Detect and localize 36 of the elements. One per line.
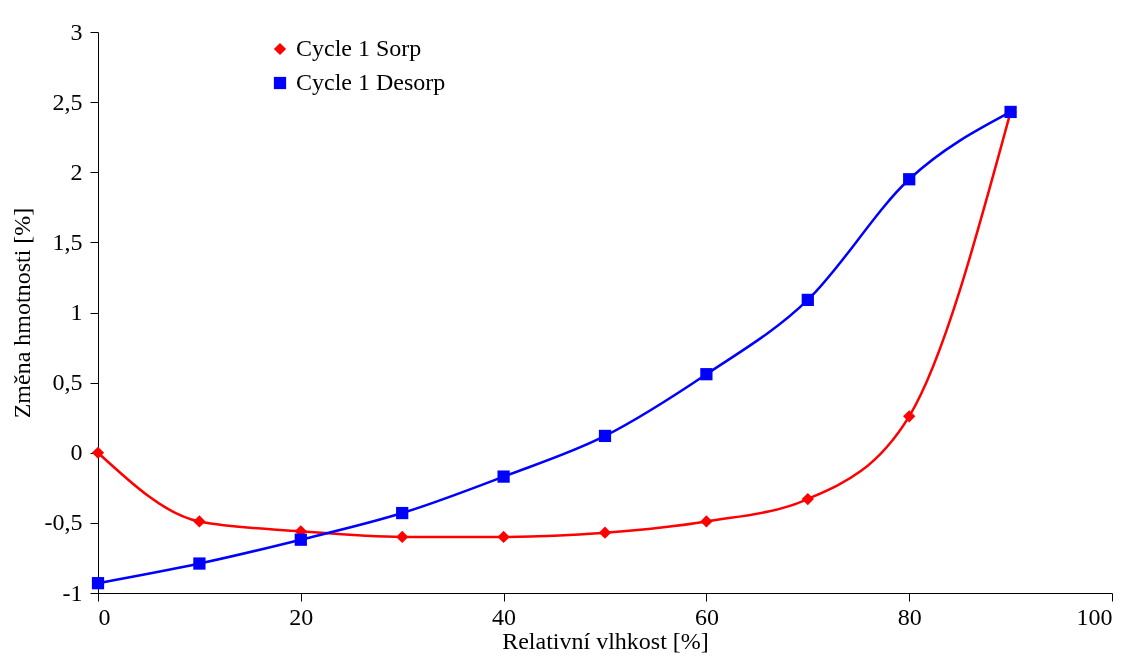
x-tick-label: 20 xyxy=(289,603,314,630)
x-tick-label: 80 xyxy=(897,603,922,630)
point xyxy=(193,557,206,570)
point xyxy=(700,515,713,528)
point xyxy=(700,368,713,381)
y-tick-label: 1 xyxy=(70,299,83,325)
point xyxy=(396,530,409,544)
point xyxy=(396,506,409,520)
point xyxy=(497,530,510,544)
y-tick-label: 0 xyxy=(70,439,83,466)
point xyxy=(294,533,307,546)
y-tick-label: 2 xyxy=(70,158,83,185)
y-axis-title: Změna hmotnosti [%] xyxy=(8,207,35,419)
y-tick-label: 3 xyxy=(70,18,83,45)
point xyxy=(91,577,105,590)
point xyxy=(91,446,105,459)
point xyxy=(801,293,814,306)
legend-label: Cycle 1 Desorp xyxy=(296,69,446,95)
y-tick-label: -1 xyxy=(62,579,83,606)
point xyxy=(193,515,206,528)
point xyxy=(598,526,612,539)
point xyxy=(598,429,612,443)
x-tick-label: 60 xyxy=(694,603,719,630)
legend-label: Cycle 1 Sorp xyxy=(296,35,422,61)
point xyxy=(903,410,916,423)
x-tick-label: 0 xyxy=(98,603,111,630)
point xyxy=(497,470,510,483)
y-tick-label: 1,5 xyxy=(52,228,83,255)
y-tick-label: 2,5 xyxy=(52,88,83,115)
x-tick-label: 40 xyxy=(492,603,517,630)
point xyxy=(801,492,814,506)
x-tick-label: 100 xyxy=(1076,603,1113,630)
y-tick-label: -0,5 xyxy=(44,509,83,536)
y-tick-label: 0,5 xyxy=(52,369,83,396)
x-axis-title: Relativní vlhkost [%] xyxy=(502,627,709,654)
point xyxy=(903,173,916,186)
